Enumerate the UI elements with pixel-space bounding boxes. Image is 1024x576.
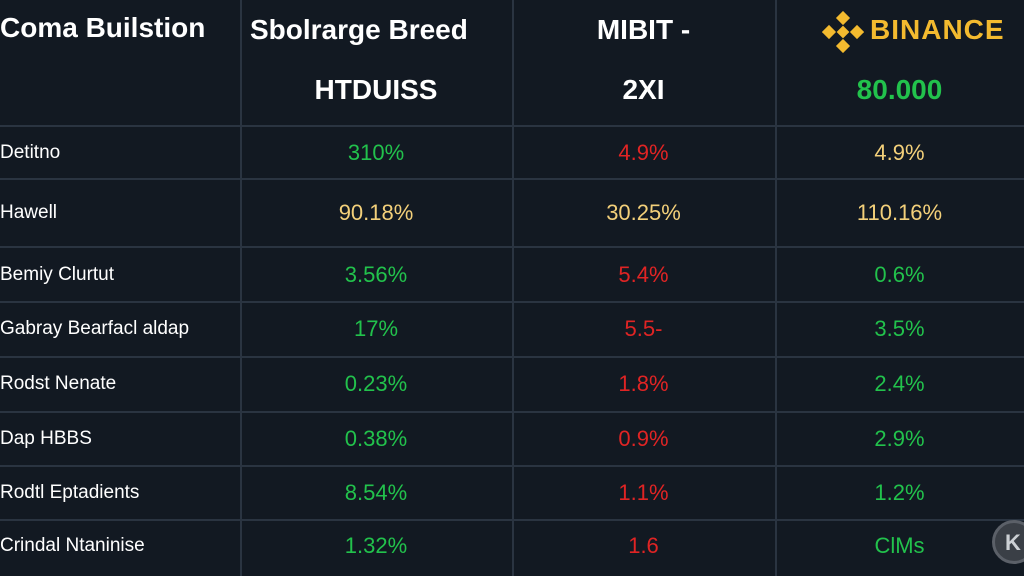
table-cell-value: 5.4% xyxy=(618,262,669,287)
row-label: Detitno xyxy=(0,142,61,163)
table-cell-value: 4.9% xyxy=(618,140,669,165)
table-cell-value: 5.5- xyxy=(624,316,663,341)
row-divider xyxy=(0,178,1024,180)
table-cell-value: 8.54% xyxy=(344,480,408,505)
row-divider xyxy=(0,519,1024,521)
row-divider xyxy=(0,411,1024,413)
table-cell-value: 110.16% xyxy=(856,200,943,225)
table-cell-value: 0.38% xyxy=(344,426,408,451)
column-1-title: Coma Builstion xyxy=(0,12,206,43)
table-cell-value: 1.8% xyxy=(618,371,669,396)
column-2-subtitle: HTDUISS xyxy=(314,74,438,105)
table-cell-value: 90.18% xyxy=(338,200,414,225)
row-label: Bemiy Clurtut xyxy=(0,264,115,285)
row-label: Crindal Ntaninise xyxy=(0,535,145,556)
table-cell-value: 1.6 xyxy=(628,533,659,558)
table-cell-value: 4.9% xyxy=(874,140,925,165)
table-cell-value: 1.1% xyxy=(618,480,669,505)
row-divider xyxy=(0,246,1024,248)
row-label: Gabray Bearfacl aldap xyxy=(0,318,190,339)
row-label: Hawell xyxy=(0,202,58,223)
binance-logo-icon xyxy=(822,11,864,53)
table-cell-value: 1.32% xyxy=(344,533,408,558)
table-cell-value: 0.9% xyxy=(618,426,669,451)
table-cell-value: ClMs xyxy=(874,533,925,558)
row-label: Dap HBBS xyxy=(0,428,92,449)
row-divider xyxy=(0,356,1024,358)
column-3-subtitle: 2XI xyxy=(622,74,665,105)
row-divider xyxy=(0,465,1024,467)
table-cell-value: 0.23% xyxy=(344,371,408,396)
table-cell-value: 1.2% xyxy=(874,480,925,505)
table-cell-value: 310% xyxy=(347,140,405,165)
table-cell-value: 3.5% xyxy=(874,316,925,341)
watermark-badge-icon: K xyxy=(992,520,1024,564)
table-cell-value: 2.4% xyxy=(874,371,925,396)
column-divider xyxy=(512,0,514,576)
table-cell-value: 0.6% xyxy=(874,262,925,287)
row-divider xyxy=(0,301,1024,303)
column-3-title: MIBIT - xyxy=(596,14,691,45)
table-cell-value: 17% xyxy=(353,316,399,341)
column-2-title: Sbolrarge Breed xyxy=(250,14,468,45)
binance-wordmark: BINANCE xyxy=(870,14,1005,45)
row-divider xyxy=(0,125,1024,127)
column-divider xyxy=(775,0,777,576)
table-cell-value: 3.56% xyxy=(344,262,408,287)
table-cell-value: 2.9% xyxy=(874,426,925,451)
row-label: Rodtl Eptadients xyxy=(0,482,140,503)
column-divider xyxy=(240,0,242,576)
row-label: Rodst Nenate xyxy=(0,373,117,394)
table-cell-value: 30.25% xyxy=(606,200,681,225)
column-4-subtitle: 80.000 xyxy=(856,74,943,105)
